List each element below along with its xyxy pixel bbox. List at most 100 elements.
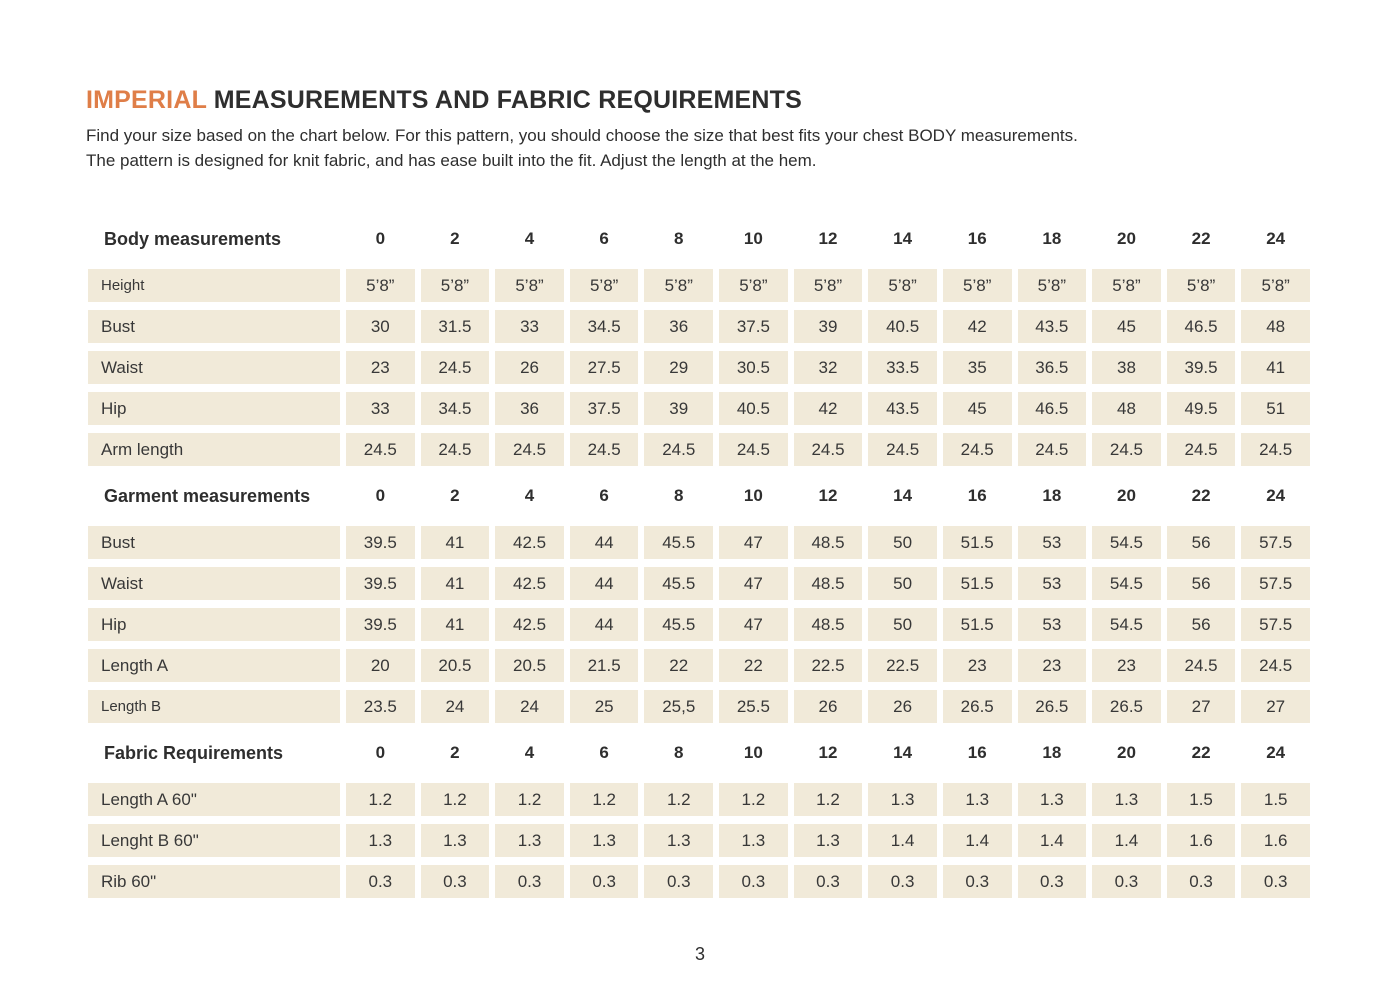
- table-row-body-measurements-height: Height 5’8” 5’8” 5’8” 5’8” 5’8” 5’8” 5’8” 5’8” 5’…: [88, 269, 1310, 302]
- section-header-label: Body measurements: [104, 228, 282, 249]
- value-cell: 5’8”: [942, 269, 1012, 302]
- size-header: 2: [450, 486, 460, 505]
- value-cell: 37.5: [719, 310, 788, 343]
- value-cell: 46.5: [1017, 392, 1087, 425]
- value-cell: 36.5: [1017, 351, 1087, 384]
- value-cell: 56: [1166, 608, 1236, 641]
- size-header: 22: [1191, 486, 1211, 505]
- value-cell: 33: [495, 310, 564, 343]
- value-cell: 53: [1017, 608, 1087, 641]
- value-cell: 32: [793, 351, 863, 384]
- value-cell: 26.5: [1092, 690, 1161, 723]
- row-label: Length A: [88, 649, 340, 682]
- value-cell: 23: [346, 351, 415, 384]
- value-cell: 5’8”: [346, 269, 415, 302]
- value-cell: 48.5: [793, 567, 863, 600]
- value-cell: 1.3: [1092, 783, 1161, 816]
- value-cell: 33.5: [868, 351, 937, 384]
- value-cell: 48.5: [793, 608, 863, 641]
- value-cell: 0.3: [1017, 865, 1087, 898]
- value-cell: 1.2: [495, 783, 564, 816]
- value-cell: 48: [1092, 392, 1161, 425]
- value-cell: 5’8”: [644, 269, 714, 302]
- value-cell: 1.3: [868, 783, 937, 816]
- value-cell: 43.5: [868, 392, 937, 425]
- value-cell: 24.5: [868, 433, 937, 466]
- page-number: 3: [694, 944, 705, 964]
- size-header: 12: [818, 743, 838, 762]
- row-label: Height: [88, 269, 340, 302]
- row-label: Hip: [88, 392, 340, 425]
- value-cell: 0.3: [1166, 865, 1236, 898]
- size-header: 12: [818, 229, 838, 248]
- value-cell: 1.2: [644, 783, 714, 816]
- value-cell: 54.5: [1092, 567, 1161, 600]
- value-cell: 0.3: [644, 865, 714, 898]
- value-cell: 25,5: [644, 690, 714, 723]
- size-header: 14: [893, 229, 913, 248]
- value-cell: 20: [346, 649, 415, 682]
- value-cell: 47: [719, 567, 788, 600]
- table-row-body-measurements-waist: Waist 23 24.5 26 27.5 29 30.5 32 33.5 35 36.5 38 39.…: [88, 351, 1310, 384]
- size-header: 24: [1266, 743, 1286, 762]
- value-cell: 48: [1241, 310, 1310, 343]
- value-cell: 23.5: [346, 690, 415, 723]
- value-cell: 56: [1166, 567, 1236, 600]
- table-row-garment-measurements-waist: Waist 39.5 41 42.5 44 45.5 47 48.5 50 51.5 53 54.5 5…: [88, 567, 1310, 600]
- value-cell: 41: [1241, 351, 1310, 384]
- intro-line-2: The pattern is designed for knit fabric,…: [86, 151, 817, 170]
- size-header: 22: [1191, 229, 1211, 248]
- table-row-garment-measurements-hip: Hip 39.5 41 42.5 44 45.5 47 48.5 50 51.5 53 54.5 56 5…: [88, 608, 1310, 641]
- row-label: Waist: [88, 351, 340, 384]
- table-row-fabric-requirements-lenght-b-60: Lenght B 60" 1.3 1.3 1.3 1.3 1.3 1.3 1.3 1.4 1.4 1…: [88, 824, 1310, 857]
- sizing-table: Body measurements 0 2 4 6 8 10 12 14 16 18 20 22 24 He…: [88, 217, 1310, 898]
- value-cell: 24.5: [346, 433, 415, 466]
- size-header: 4: [524, 743, 535, 762]
- value-cell: 22: [719, 649, 788, 682]
- value-cell: 42.5: [495, 526, 564, 559]
- size-header: 16: [967, 743, 987, 762]
- value-cell: 1.2: [569, 783, 639, 816]
- value-cell: 1.2: [420, 783, 490, 816]
- value-cell: 5’8”: [1166, 269, 1236, 302]
- value-cell: 42: [942, 310, 1012, 343]
- value-cell: 24.5: [1241, 649, 1310, 682]
- value-cell: 36: [495, 392, 564, 425]
- size-header: 4: [524, 229, 535, 248]
- value-cell: 27: [1166, 690, 1236, 723]
- value-cell: 50: [868, 608, 937, 641]
- size-header: 8: [674, 743, 684, 762]
- row-label: Rib 60": [88, 865, 340, 898]
- size-header: 10: [743, 486, 763, 505]
- value-cell: 24.5: [1241, 433, 1310, 466]
- value-cell: 24.5: [1166, 649, 1236, 682]
- value-cell: 40.5: [868, 310, 937, 343]
- value-cell: 1.4: [942, 824, 1012, 857]
- value-cell: 1.4: [868, 824, 937, 857]
- size-header: 24: [1266, 486, 1286, 505]
- row-label: Arm length: [88, 433, 340, 466]
- section-header-label: Garment measurements: [104, 485, 311, 506]
- value-cell: 57.5: [1241, 567, 1310, 600]
- intro-line-1: Find your size based on the chart below.…: [86, 126, 1078, 145]
- value-cell: 24.5: [420, 351, 490, 384]
- size-header: 6: [599, 743, 609, 762]
- table-row-body-measurements-bust: Bust 30 31.5 33 34.5 36 37.5 39 40.5 42 43.5 45 46.5…: [88, 310, 1310, 343]
- value-cell: 51.5: [942, 567, 1012, 600]
- size-header: 8: [674, 486, 684, 505]
- value-cell: 42: [793, 392, 863, 425]
- size-header: 16: [967, 486, 987, 505]
- size-header: 24: [1266, 229, 1286, 248]
- size-header: 18: [1042, 486, 1062, 505]
- value-cell: 24.5: [420, 433, 490, 466]
- value-cell: 5’8”: [1241, 269, 1310, 302]
- value-cell: 50: [868, 567, 937, 600]
- value-cell: 1.3: [793, 824, 863, 857]
- value-cell: 24: [420, 690, 490, 723]
- row-label: Bust: [88, 526, 340, 559]
- value-cell: 46.5: [1166, 310, 1236, 343]
- value-cell: 30: [346, 310, 415, 343]
- value-cell: 24.5: [719, 433, 788, 466]
- size-header: 8: [674, 229, 684, 248]
